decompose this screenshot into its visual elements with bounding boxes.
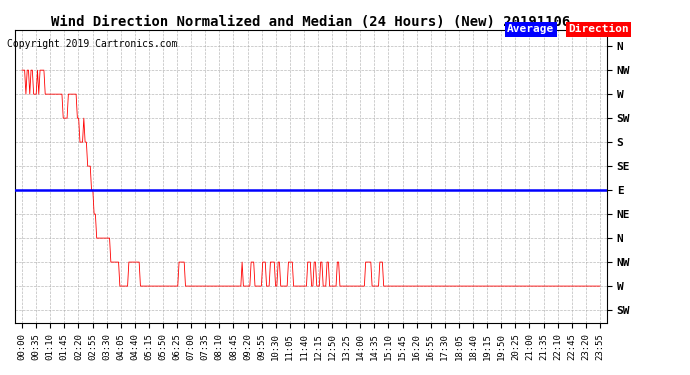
Title: Wind Direction Normalized and Median (24 Hours) (New) 20191106: Wind Direction Normalized and Median (24… xyxy=(51,15,571,29)
Text: Copyright 2019 Cartronics.com: Copyright 2019 Cartronics.com xyxy=(7,39,177,50)
Text: Average: Average xyxy=(507,24,554,34)
Text: Direction: Direction xyxy=(568,24,629,34)
